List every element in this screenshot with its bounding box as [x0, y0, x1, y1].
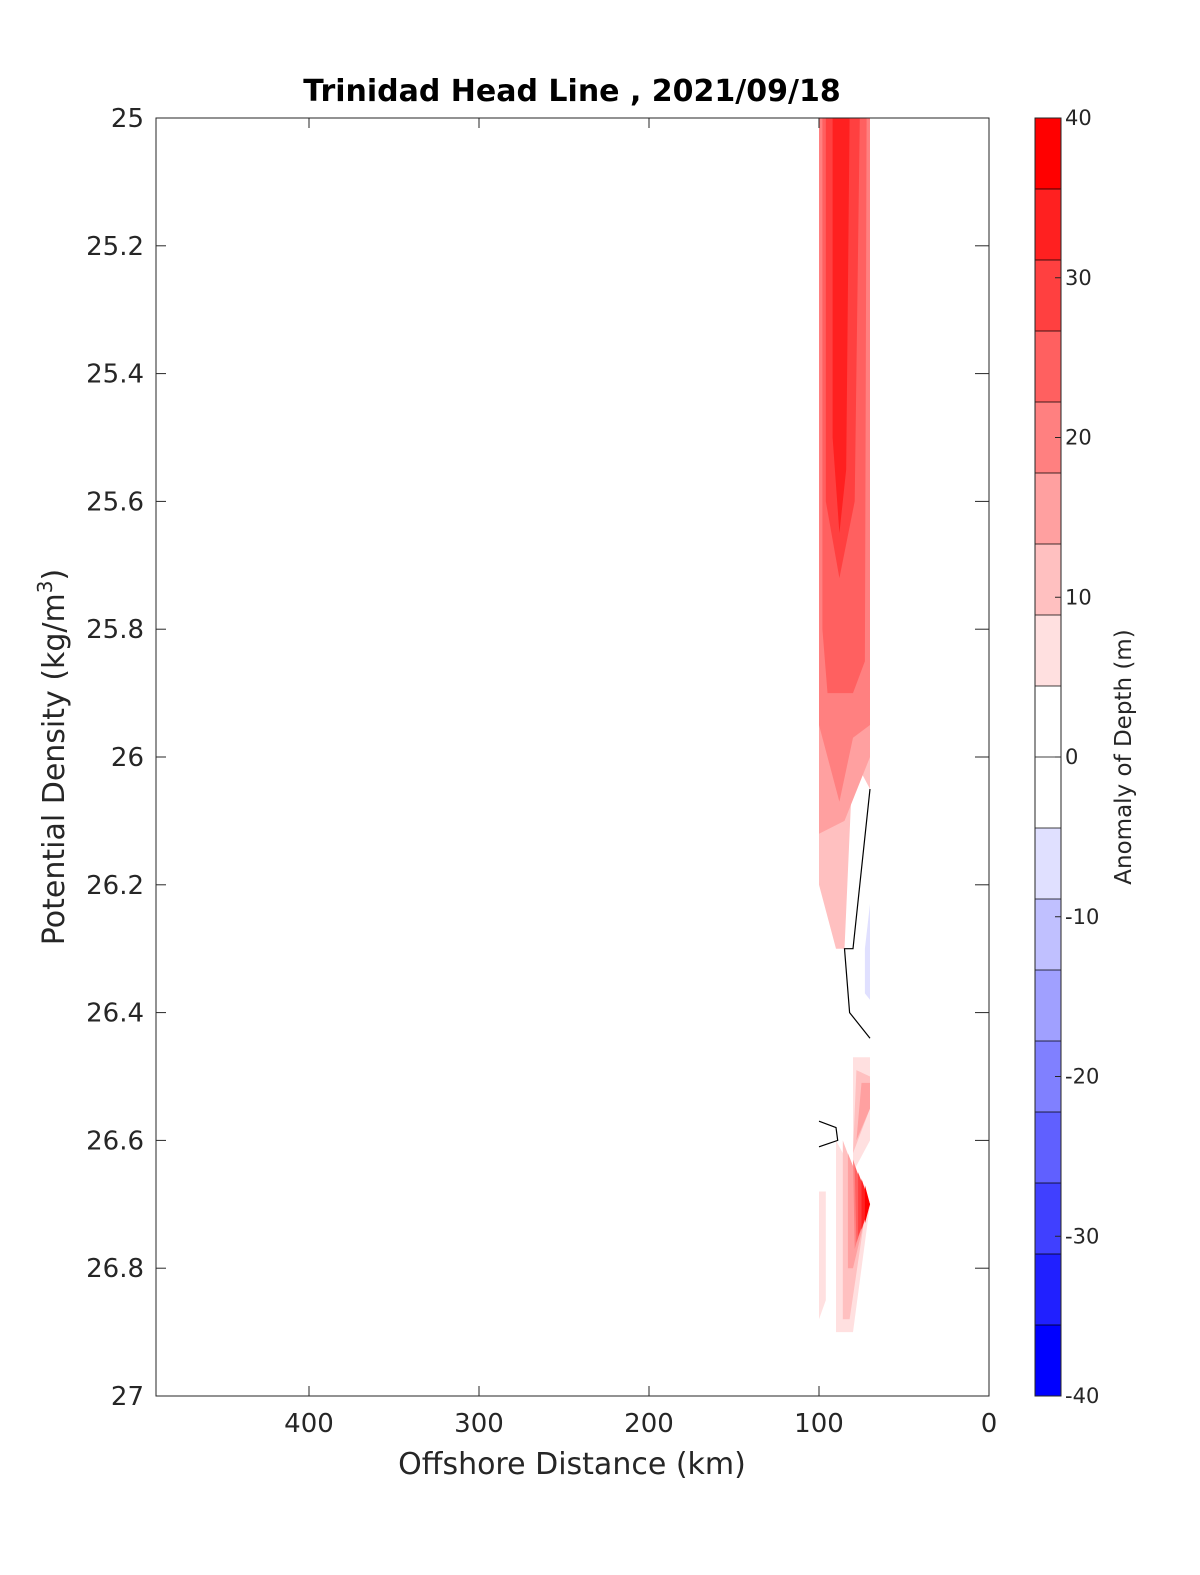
y-tick-label: 27: [111, 1382, 144, 1412]
colorbar-band: [1035, 686, 1061, 758]
colorbar-band: [1035, 970, 1061, 1042]
colorbar-tick-label: 40: [1065, 106, 1092, 130]
x-axis-label: Offshore Distance (km): [398, 1447, 746, 1482]
y-tick-label: 26: [111, 743, 144, 773]
colorbar-tick-label: -40: [1065, 1384, 1099, 1408]
y-tick-label: 25: [111, 104, 144, 134]
x-tick-label: 100: [794, 1409, 844, 1439]
colorbar-band: [1035, 757, 1061, 829]
y-tick-label: 25.6: [86, 487, 144, 517]
colorbar-tick-label: 30: [1065, 266, 1092, 290]
y-axis-label-end: ): [37, 569, 72, 581]
x-tick-label: 400: [284, 1409, 334, 1439]
colorbar-band: [1035, 1254, 1061, 1326]
colorbar-band: [1035, 473, 1061, 545]
y-tick-label: 25.2: [86, 232, 144, 262]
y-axis-label: Potential Density (kg/m3): [33, 569, 72, 945]
y-tick-label: 26.4: [86, 999, 144, 1029]
colorbar-band: [1035, 260, 1061, 332]
y-tick-label: 25.4: [86, 360, 144, 390]
zero-contour-lines: [818, 788, 871, 1148]
colorbar-label: Anomaly of Depth (m): [1111, 629, 1137, 884]
colorbar-tick-label: -30: [1065, 1224, 1099, 1248]
zero-contour-1: [818, 1120, 839, 1148]
colorbar-band: [1035, 899, 1061, 971]
x-axis: 400 300 200 100 0: [284, 118, 997, 1439]
colorbar-tick-label: 0: [1065, 745, 1078, 769]
anomaly-region-12: [819, 1191, 826, 1320]
x-tick-label: 0: [981, 1409, 998, 1439]
y-axis-label-main: Potential Density (kg/m: [37, 593, 72, 945]
anomaly-region-5: [832, 118, 850, 534]
chart-title: Trinidad Head Line , 2021/09/18: [303, 74, 840, 109]
y-tick-label: 26.2: [86, 871, 144, 901]
colorbar-band: [1035, 1183, 1061, 1255]
zero-contour-0: [843, 788, 871, 1039]
colorbar-band: [1035, 189, 1061, 261]
anomaly-contours: [819, 118, 870, 1333]
y-axis: 25 25.2 25.4 25.6 25.8 26 26.2 26.4 26.6 26.8 27: [86, 104, 989, 1412]
colorbar-tick-label: -10: [1065, 905, 1099, 929]
colorbar-band: [1035, 615, 1061, 687]
x-tick-label: 300: [454, 1409, 504, 1439]
y-tick-label: 26.6: [86, 1126, 144, 1156]
y-tick-label: 26.8: [86, 1254, 144, 1284]
colorbar: 40 30 20 10 0 -10 -20 -30 -40: [1034, 106, 1099, 1408]
colorbar-band: [1035, 544, 1061, 616]
colorbar-band: [1035, 828, 1061, 900]
colorbar-band: [1035, 118, 1061, 190]
colorbar-band: [1035, 1325, 1061, 1397]
anomaly-region-7: [864, 904, 870, 1000]
y-tick-label: 25.8: [86, 615, 144, 645]
x-tick-label: 200: [624, 1409, 674, 1439]
colorbar-band: [1035, 331, 1061, 403]
anomaly-region-19: [864, 1185, 870, 1224]
colorbar-tick-label: 10: [1065, 585, 1092, 609]
anomaly-region-10: [856, 1082, 870, 1141]
y-axis-label-superscript: 3: [33, 580, 57, 593]
colorbar-band: [1035, 1112, 1061, 1184]
colorbar-tick-label: 20: [1065, 426, 1092, 450]
colorbar-tick-label: -20: [1065, 1065, 1099, 1089]
